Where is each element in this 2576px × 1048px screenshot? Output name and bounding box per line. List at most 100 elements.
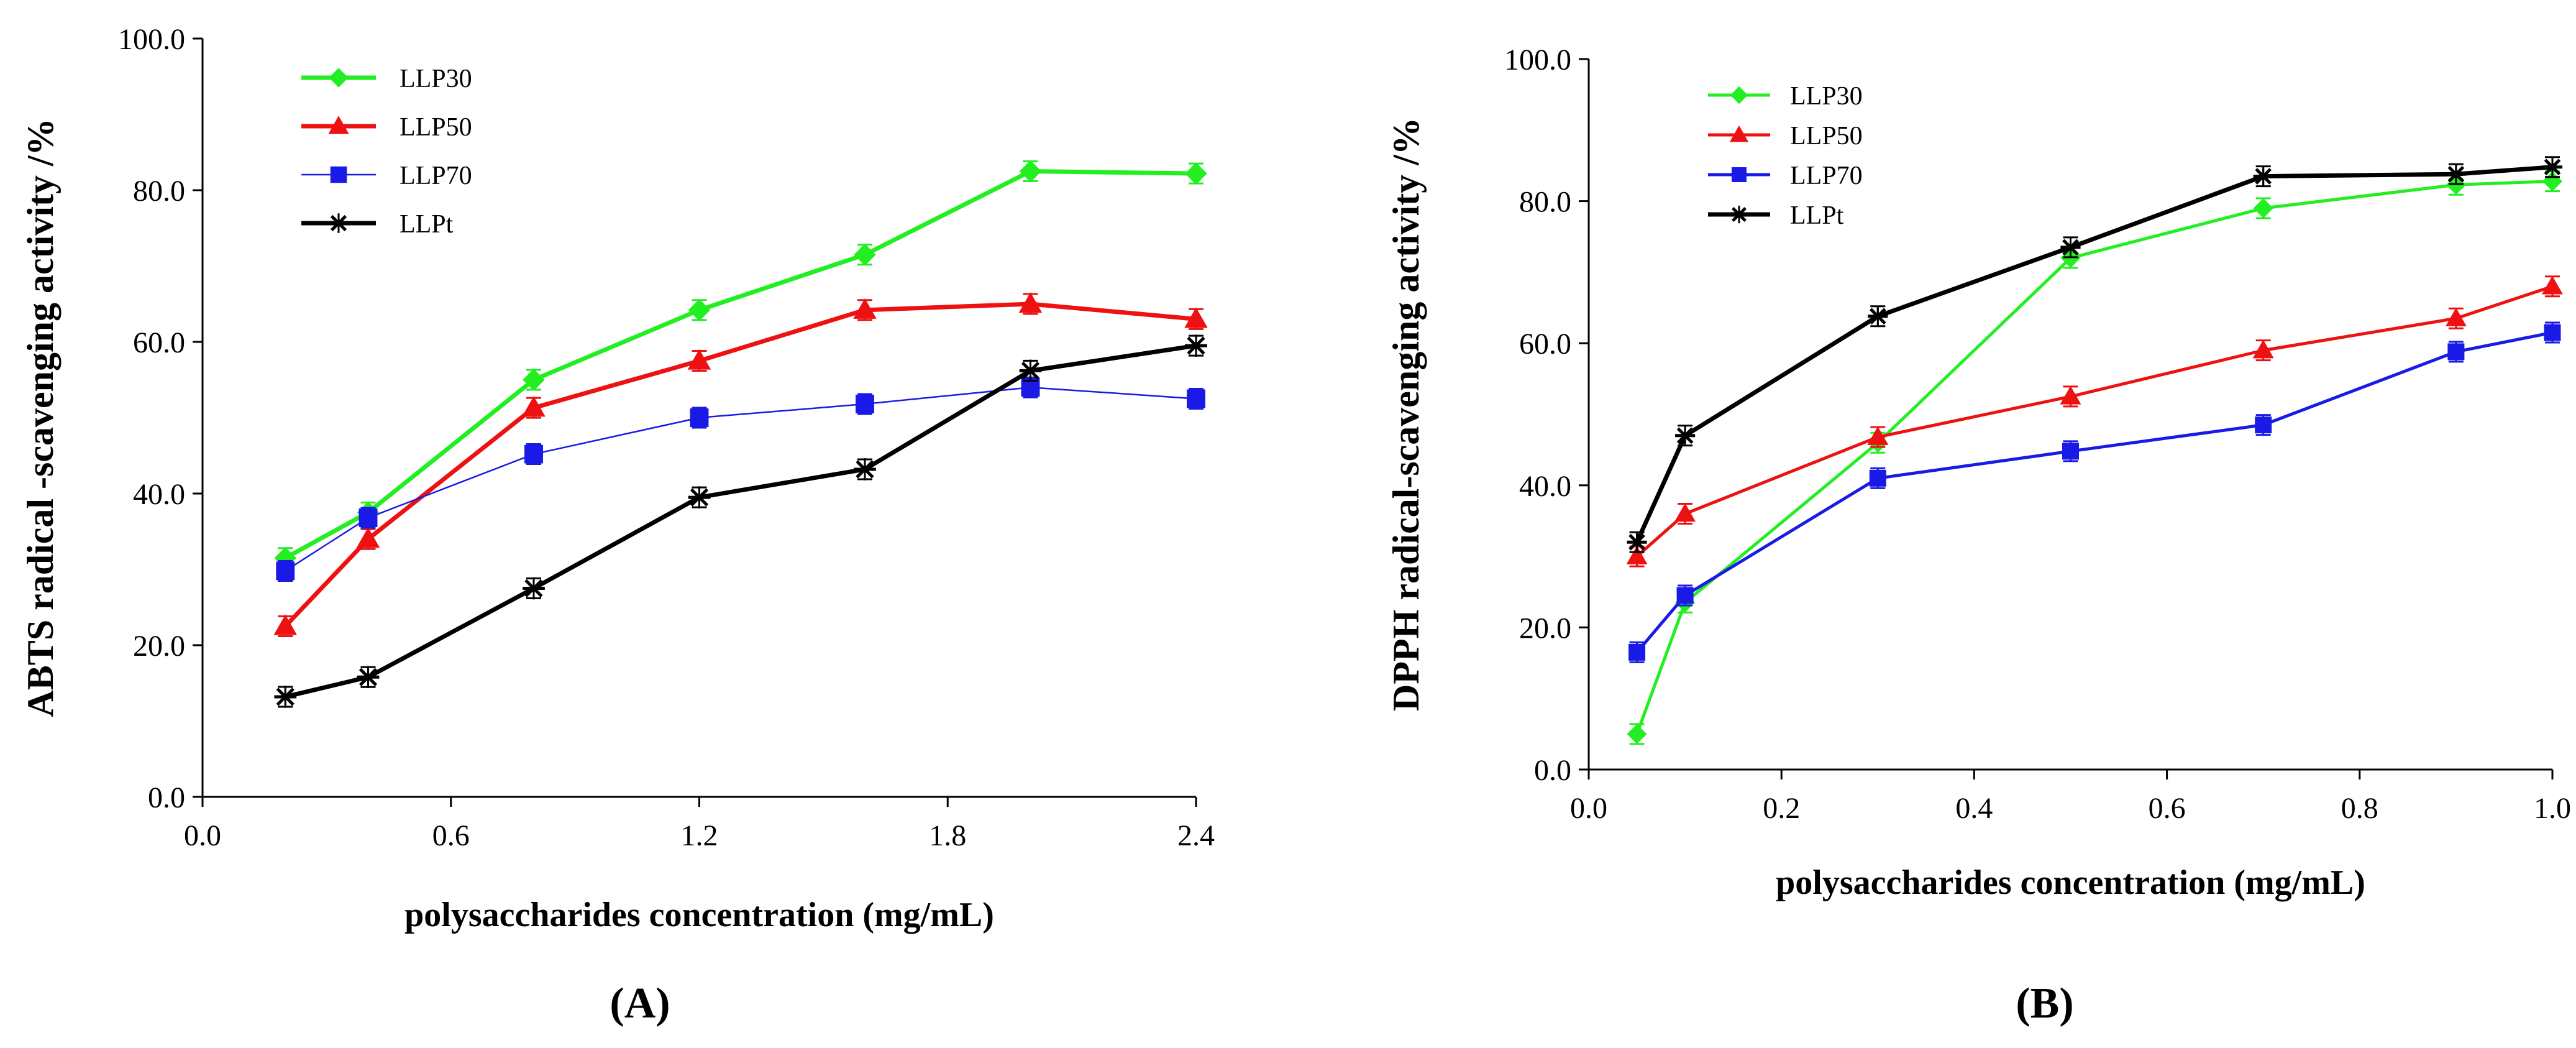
data-point-llpt (357, 666, 380, 689)
legend-marker (329, 68, 349, 88)
data-point-llp70 (2544, 324, 2561, 341)
series-llpt (1627, 156, 2563, 553)
data-point-llp50 (687, 349, 711, 370)
data-point-llpt (1185, 334, 1207, 357)
x-tick-label: 0.8 (2341, 792, 2378, 825)
data-point-llpt (688, 486, 711, 508)
x-tick-label: 1.0 (2534, 792, 2571, 825)
data-point-llpt (2253, 166, 2273, 186)
data-point-llpt (523, 577, 545, 600)
data-point-llp30 (1185, 162, 1207, 185)
y-tick-label: 60.0 (133, 326, 185, 359)
legend-marker (330, 166, 347, 183)
legend-label: LLPt (1790, 201, 1844, 230)
y-tick-label: 0.0 (148, 781, 185, 814)
data-point-llp50 (853, 298, 877, 319)
legend: LLP30 LLP50 LLP70 LLPt (1708, 82, 1863, 230)
legend-label: LLP30 (400, 65, 472, 93)
legend-item-llp30: LLP30 (1708, 82, 1863, 111)
data-point-llp70 (1869, 469, 1886, 487)
x-tick-label: 0.2 (1763, 792, 1800, 825)
panel-label-a: (A) (610, 980, 670, 1027)
data-point-llpt (1627, 532, 1647, 553)
x-tick-label: 0.0 (1570, 792, 1607, 825)
y-tick-label: 0.0 (1534, 754, 1571, 787)
data-point-llpt (1019, 359, 1042, 382)
data-point-llp70 (1628, 643, 1646, 661)
series-llp50 (1626, 275, 2563, 568)
data-point-llp50 (1867, 426, 1889, 445)
legend-label: LLPt (400, 210, 454, 239)
legend-marker (1730, 86, 1748, 104)
series-line-llpt (285, 343, 1197, 699)
data-point-llp50 (2542, 275, 2563, 295)
data-point-llpt (2542, 157, 2563, 177)
data-point-llp70 (1676, 587, 1694, 604)
data-point-llp50 (2445, 308, 2467, 326)
x-axis-label: polysaccharides concentration (mg/mL) (404, 896, 994, 934)
x-tick-label: 1.8 (929, 819, 966, 852)
chart-panel-b: 0.0 20.0 40.0 60.0 80.0 100.0 0.0 0.2 0.4 0.6 0.8 1… (1288, 0, 2576, 1048)
data-point-llp70 (2255, 416, 2272, 434)
legend-item-llp50: LLP50 (301, 113, 472, 142)
data-point-llp30 (2542, 171, 2563, 191)
data-point-llpt (1868, 306, 1888, 326)
series-line-llp30 (1635, 180, 2553, 735)
x-tick-label: 2.4 (1177, 819, 1215, 852)
data-point-llp70 (276, 561, 295, 581)
data-point-llpt (854, 458, 876, 480)
legend-marker (329, 213, 349, 233)
panel-label-b: (B) (2016, 980, 2074, 1027)
abts-chart: 0.0 20.0 40.0 60.0 80.0 100.0 0.0 0.6 1.2 1.8 2.4 p… (20, 23, 1215, 934)
data-point-llp70 (2447, 343, 2465, 361)
x-axis-label: polysaccharides concentration (mg/mL) (1776, 863, 2365, 902)
data-point-llp50 (273, 614, 297, 635)
legend: LLP30 LLP50 LLP70 LLPt (301, 65, 472, 239)
y-tick-label: 40.0 (1519, 470, 1571, 503)
data-point-llp50 (356, 527, 380, 548)
data-point-llp30 (1627, 724, 1647, 744)
data-point-llp70 (1187, 389, 1205, 408)
x-tick-label: 0.0 (184, 819, 221, 852)
series-line-llp70 (285, 386, 1197, 572)
legend-marker (328, 116, 349, 134)
legend-label: LLP50 (1790, 122, 1863, 150)
data-point-llp50 (2060, 385, 2081, 405)
series-line-llpt (1635, 165, 2553, 543)
chart-panel-a: 0.0 20.0 40.0 60.0 80.0 100.0 0.0 0.6 1.2 1.8 2.4 p… (20, 23, 1215, 1027)
legend-marker (1730, 205, 1748, 224)
data-point-llp30 (854, 243, 876, 266)
legend-label: LLP30 (1790, 82, 1863, 111)
data-point-llp70 (359, 508, 378, 527)
data-point-llpt (274, 686, 297, 708)
data-point-llp30 (523, 369, 545, 391)
data-point-llp70 (690, 408, 709, 427)
y-tick-label: 20.0 (1519, 612, 1571, 645)
data-point-llpt (2060, 237, 2081, 257)
data-point-llp50 (1626, 546, 1648, 564)
y-tick-label: 40.0 (133, 478, 185, 511)
legend-label: LLP50 (400, 113, 472, 142)
legend-item-llp70: LLP70 (301, 162, 472, 190)
data-point-llp50 (1674, 503, 1696, 522)
y-tick-label: 60.0 (1519, 328, 1571, 361)
series-llp50 (273, 292, 1208, 637)
y-tick-label: 100.0 (118, 23, 185, 56)
data-point-llp70 (524, 444, 543, 464)
legend-marker (1729, 125, 1749, 142)
legend-item-llp70: LLP70 (1708, 162, 1863, 190)
series-llp70 (276, 376, 1205, 582)
legend-item-llpt: LLPt (301, 210, 454, 239)
series-line-llp50 (283, 301, 1197, 628)
data-point-llp50 (1184, 307, 1208, 328)
x-tick-label: 0.6 (432, 819, 470, 852)
x-tick-label: 0.6 (2149, 792, 2186, 825)
x-tick-label: 1.2 (681, 819, 718, 852)
y-axis-label: DPPH radical-scavenging activity /% (1386, 117, 1427, 711)
y-tick-label: 20.0 (133, 630, 185, 663)
x-tick-label: 0.4 (1955, 792, 1993, 825)
dpph-chart: 0.0 20.0 40.0 60.0 80.0 100.0 0.0 0.2 0.4 0.6 0.8 1… (1386, 44, 2571, 902)
data-point-llp50 (522, 396, 546, 417)
series-line-llp50 (1635, 285, 2553, 558)
y-axis-label: ABTS radical -scavenging activity /% (20, 118, 61, 717)
